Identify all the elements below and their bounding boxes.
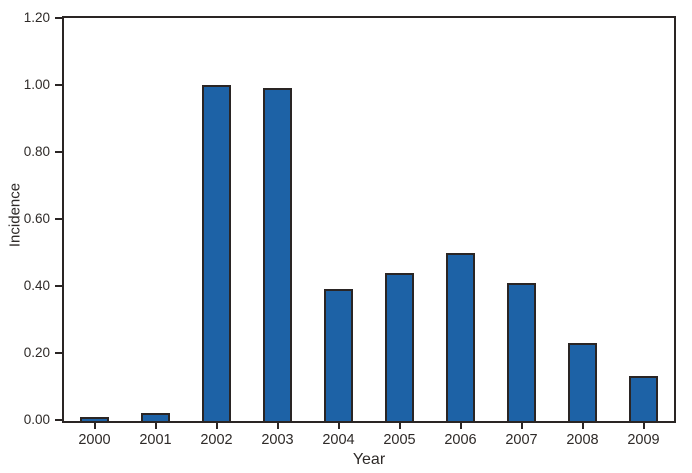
- bar: [385, 272, 414, 423]
- bar: [263, 88, 292, 423]
- y-tick-label: 1.20: [23, 10, 50, 25]
- bar: [141, 413, 170, 423]
- x-tick-label: 2007: [505, 432, 538, 448]
- x-tick-label: 2001: [139, 432, 172, 448]
- x-tick-mark: [581, 422, 584, 429]
- bar: [202, 85, 231, 423]
- x-tick-label: 2002: [200, 432, 233, 448]
- y-tick-label: 0.80: [23, 144, 50, 159]
- bar: [324, 289, 353, 423]
- x-tick-mark: [276, 422, 279, 429]
- x-tick-label: 2006: [444, 432, 477, 448]
- x-tick-label: 2005: [383, 432, 416, 448]
- y-tick-label: 0.60: [23, 211, 50, 226]
- x-tick-label: 2008: [566, 432, 599, 448]
- y-tick-label: 0.20: [23, 345, 50, 360]
- x-axis-label: Year: [352, 451, 386, 468]
- x-tick-mark: [337, 422, 340, 429]
- x-tick-mark: [459, 422, 462, 429]
- y-tick-mark: [55, 285, 62, 287]
- x-tick-label: 2009: [627, 432, 660, 448]
- y-tick-mark: [55, 151, 62, 153]
- x-tick-mark: [642, 422, 645, 429]
- y-tick-mark: [55, 218, 62, 220]
- y-tick-mark: [55, 17, 62, 19]
- x-tick-label: 2000: [78, 432, 111, 448]
- x-tick-mark: [398, 422, 401, 429]
- y-tick-mark: [55, 352, 62, 354]
- bar: [80, 416, 109, 423]
- bar: [446, 252, 475, 423]
- x-tick-mark: [215, 422, 218, 429]
- y-tick-label: 0.00: [23, 412, 50, 427]
- x-tick-mark: [520, 422, 523, 429]
- x-tick-label: 2003: [261, 432, 294, 448]
- x-tick-mark: [93, 422, 96, 429]
- x-tick-mark: [154, 422, 157, 429]
- y-tick-mark: [55, 419, 62, 421]
- y-tick-mark: [55, 84, 62, 86]
- y-tick-label: 1.00: [23, 77, 50, 92]
- bar: [629, 376, 658, 423]
- bar: [507, 282, 536, 423]
- bar: [568, 342, 597, 423]
- y-tick-label: 0.40: [23, 278, 50, 293]
- x-tick-label: 2004: [322, 432, 355, 448]
